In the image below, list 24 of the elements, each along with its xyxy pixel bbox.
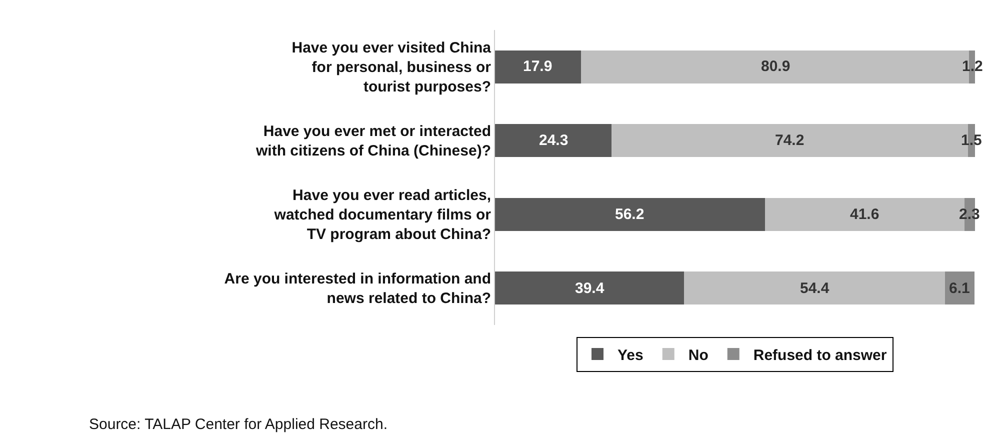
data-label: 39.4 <box>575 280 605 297</box>
y-tick-label: Have you ever visited China for personal, business or tourist purposes? <box>292 40 492 96</box>
data-label: 1.5 <box>961 132 982 149</box>
data-label: 74.2 <box>775 132 804 149</box>
data-label: 41.6 <box>850 206 880 223</box>
legend-label: Yes <box>618 346 644 364</box>
source-note: Source: TALAP Center for Applied Research. <box>89 416 388 433</box>
data-label: 56.2 <box>615 206 644 223</box>
y-tick-label: Are you interested in information and news related to China? <box>224 270 491 308</box>
legend-label: No <box>688 346 708 364</box>
bar <box>684 272 946 305</box>
y-tick-label: Have you ever read articles, watched documentary films or TV program about China? <box>273 187 492 244</box>
data-label: 54.4 <box>800 280 830 297</box>
data-label: 80.9 <box>761 58 790 75</box>
data-label: 6.1 <box>949 280 970 297</box>
legend-label: Refused to answer <box>753 346 887 364</box>
data-label: 24.3 <box>539 132 568 149</box>
bar <box>495 50 581 84</box>
bar <box>495 198 765 231</box>
bar <box>495 272 684 305</box>
data-label: 1.2 <box>962 58 983 75</box>
y-tick-label: Have you ever met or interacted with citizens of China (Chinese)? <box>254 123 491 160</box>
data-label: 17.9 <box>523 58 552 75</box>
bar <box>495 124 612 158</box>
